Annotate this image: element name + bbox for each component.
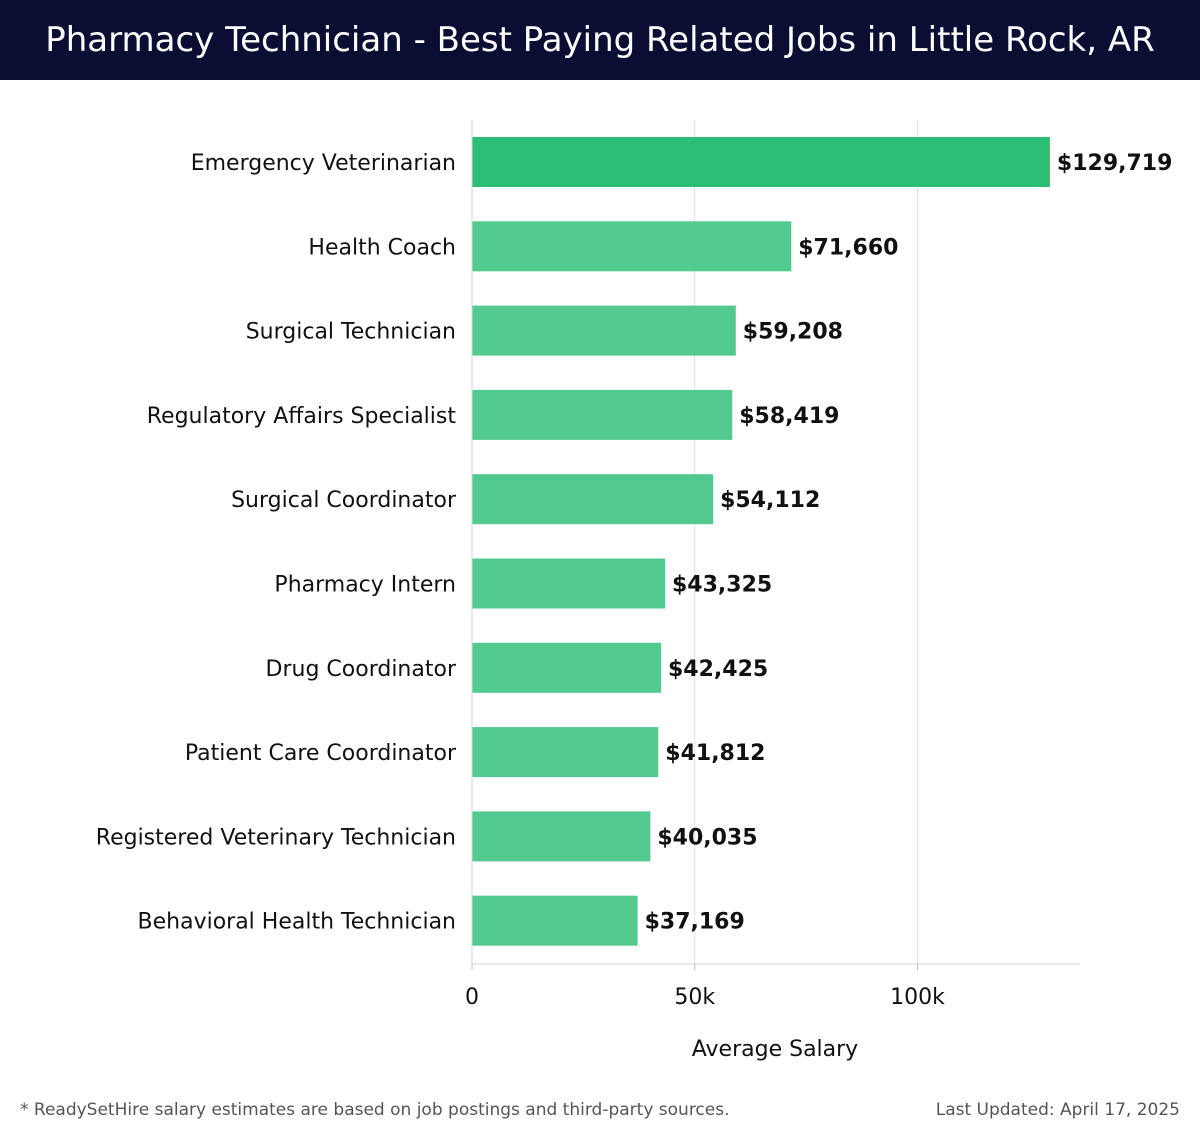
- category-label: Patient Care Coordinator: [185, 741, 457, 766]
- category-label: Drug Coordinator: [266, 657, 457, 682]
- bar: [472, 305, 736, 356]
- x-tick-label: 100k: [890, 985, 945, 1010]
- x-tick-label: 50k: [674, 985, 715, 1010]
- category-label: Health Coach: [308, 235, 456, 260]
- value-label: $37,169: [645, 910, 745, 935]
- category-label: Emergency Veterinarian: [191, 151, 456, 176]
- chart-title: Pharmacy Technician - Best Paying Relate…: [45, 20, 1155, 60]
- category-label: Registered Veterinary Technician: [96, 825, 456, 850]
- value-label: $129,719: [1057, 151, 1173, 176]
- bar: [472, 895, 638, 946]
- category-label: Behavioral Health Technician: [138, 910, 456, 935]
- value-label: $42,425: [668, 657, 768, 682]
- bar-chart: $129,719 $71,660 $59,208 $58,419 $54,112 $43,…: [96, 120, 1172, 1062]
- x-tick-label: 0: [465, 985, 479, 1010]
- bar: [472, 221, 792, 272]
- value-label: $43,325: [672, 573, 772, 598]
- category-label: Surgical Coordinator: [231, 488, 457, 513]
- value-label: $59,208: [743, 320, 843, 345]
- bar: [472, 811, 651, 862]
- last-updated: Last Updated: April 17, 2025: [935, 1100, 1180, 1120]
- value-label: $58,419: [739, 404, 839, 429]
- category-label: Pharmacy Intern: [274, 573, 456, 598]
- bars: $129,719 $71,660 $59,208 $58,419 $54,112 $43,…: [472, 137, 1172, 946]
- category-label: Regulatory Affairs Specialist: [147, 404, 457, 429]
- bar: [472, 389, 733, 440]
- bar: [472, 727, 659, 778]
- value-label: $40,035: [657, 825, 757, 850]
- bar: [472, 558, 666, 609]
- value-label: $71,660: [798, 235, 898, 260]
- bar: [472, 642, 662, 693]
- value-label: $41,812: [665, 741, 765, 766]
- bar: [472, 474, 714, 525]
- footer-note: * ReadySetHire salary estimates are base…: [20, 1100, 730, 1120]
- axes: Emergency Veterinarian Health Coach Surgic…: [96, 120, 1080, 1010]
- bar: [472, 137, 1050, 187]
- chart-header: Pharmacy Technician - Best Paying Relate…: [0, 0, 1200, 80]
- category-label: Surgical Technician: [246, 320, 456, 345]
- value-label: $54,112: [720, 488, 820, 513]
- x-axis-title: Average Salary: [692, 1037, 858, 1062]
